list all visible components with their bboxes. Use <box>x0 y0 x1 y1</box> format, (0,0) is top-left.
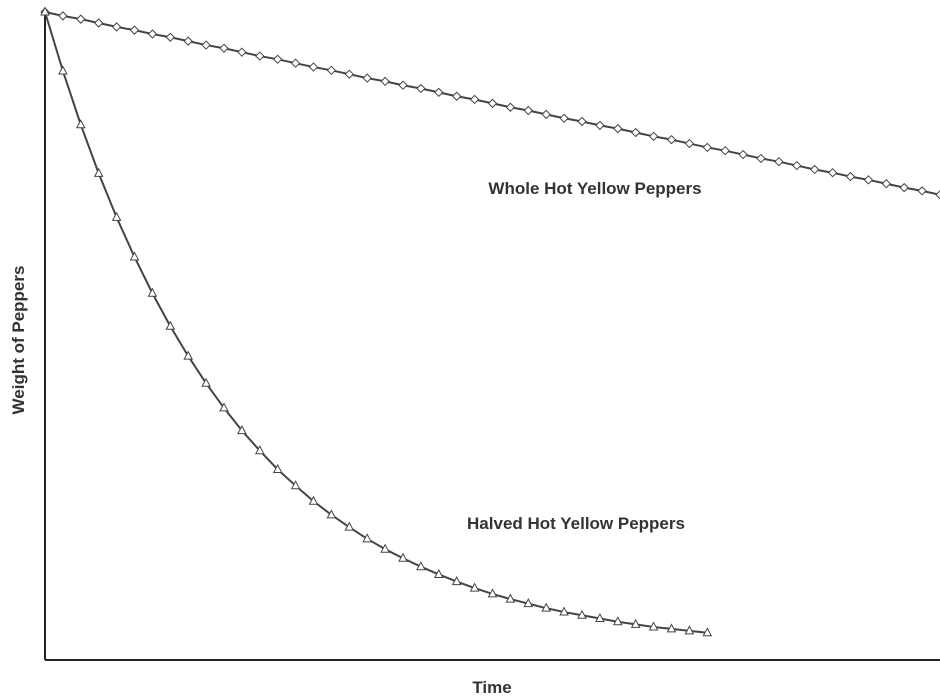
data-point <box>75 119 86 129</box>
data-point <box>93 18 104 28</box>
data-point <box>219 43 229 53</box>
data-point <box>362 73 372 83</box>
data-point <box>433 568 444 578</box>
data-point <box>559 606 569 616</box>
data-point <box>201 40 211 50</box>
data-point <box>630 127 641 138</box>
data-point <box>344 69 355 79</box>
data-point <box>201 377 211 387</box>
data-point <box>290 58 301 68</box>
series-label: Whole Hot Yellow Peppers <box>488 179 701 198</box>
data-point <box>165 32 176 42</box>
data-point <box>147 29 158 39</box>
data-point <box>523 598 534 608</box>
data-point <box>344 521 355 531</box>
data-point <box>416 561 426 571</box>
data-point <box>111 211 122 221</box>
data-point <box>326 65 337 76</box>
data-point <box>93 167 104 177</box>
data-point <box>362 533 373 543</box>
data-point <box>612 616 623 626</box>
data-point <box>666 134 677 145</box>
data-point <box>129 25 140 35</box>
x-axis-label: Time <box>472 678 511 697</box>
data-point <box>881 179 892 189</box>
data-point <box>792 160 802 171</box>
data-point <box>308 62 319 72</box>
data-point <box>129 251 140 261</box>
data-point <box>613 123 623 134</box>
data-point <box>111 22 122 32</box>
series-line <box>44 11 708 634</box>
data-point <box>254 445 265 455</box>
data-point <box>380 76 390 87</box>
data-point <box>487 588 498 598</box>
data-point <box>76 14 86 24</box>
data-point <box>577 116 587 127</box>
data-point <box>559 113 569 123</box>
data-point <box>523 105 534 116</box>
data-point <box>58 65 68 75</box>
data-point <box>541 109 551 120</box>
data-point <box>720 145 730 156</box>
data-point <box>147 287 158 297</box>
data-point <box>165 320 176 330</box>
data-point <box>237 47 247 57</box>
y-axis-label: Weight of Peppers <box>9 266 28 415</box>
data-point <box>326 509 337 519</box>
data-point <box>40 6 50 16</box>
data-point <box>863 175 874 185</box>
data-point <box>451 91 462 101</box>
data-point <box>577 609 587 619</box>
data-point <box>684 625 695 635</box>
data-point <box>666 623 677 633</box>
data-point <box>917 186 927 196</box>
data-point <box>219 402 229 412</box>
data-point <box>272 54 283 65</box>
data-point <box>487 98 498 109</box>
data-point <box>899 182 909 193</box>
data-point <box>648 621 659 631</box>
data-point <box>183 36 193 46</box>
data-point <box>648 131 659 142</box>
data-point <box>505 593 516 603</box>
data-point <box>416 83 426 94</box>
data-point <box>183 350 194 360</box>
data-point <box>255 51 265 61</box>
data-point <box>469 582 480 592</box>
data-point <box>595 120 605 131</box>
data-point <box>505 102 516 112</box>
data-point <box>58 11 68 21</box>
data-point <box>935 190 940 200</box>
data-point <box>845 171 856 182</box>
data-point <box>738 149 748 160</box>
data-point <box>290 480 301 490</box>
data-point <box>702 627 713 637</box>
data-point <box>272 463 283 473</box>
series-label: Halved Hot Yellow Peppers <box>467 514 685 533</box>
data-point <box>380 543 390 553</box>
data-point <box>469 94 480 105</box>
data-point <box>451 576 462 586</box>
data-point <box>756 153 766 164</box>
data-point <box>827 167 838 178</box>
data-point <box>308 495 319 505</box>
data-point <box>541 602 552 612</box>
data-point <box>774 156 784 167</box>
data-point <box>434 87 444 98</box>
data-point <box>237 425 247 435</box>
data-point <box>630 618 641 628</box>
data-point <box>702 142 713 153</box>
data-point <box>684 138 695 149</box>
data-point <box>595 612 605 623</box>
data-point <box>809 164 820 175</box>
data-point <box>398 552 408 562</box>
data-point <box>398 80 408 90</box>
